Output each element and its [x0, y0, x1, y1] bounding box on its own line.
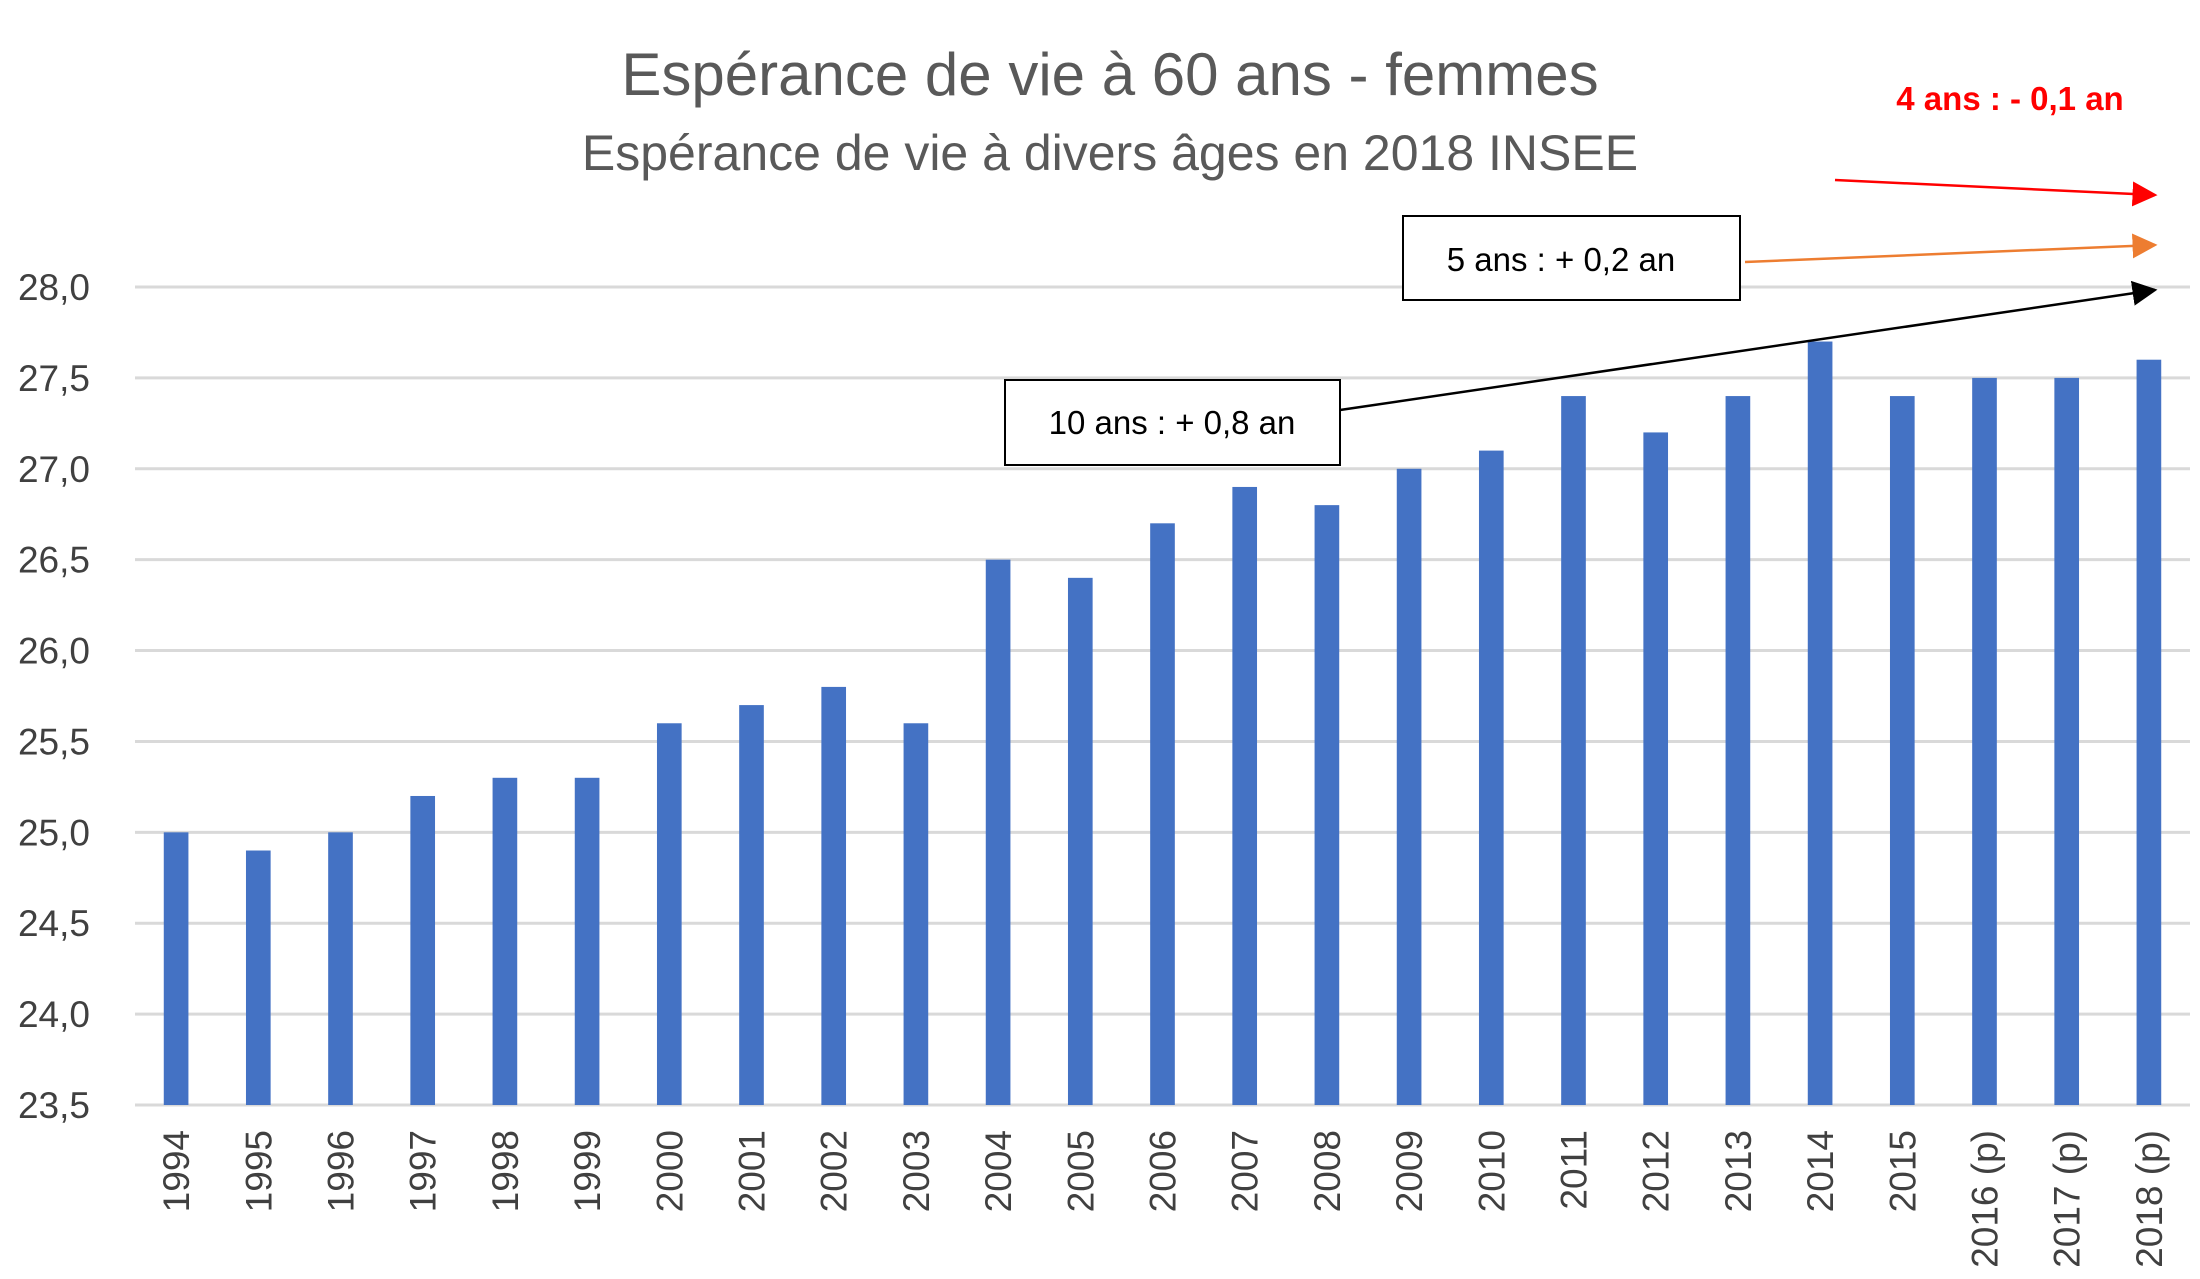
bar [1643, 432, 1669, 1105]
annotation-five-years: 5 ans : + 0,2 an [1402, 215, 1741, 301]
annotation-ten-years: 10 ans : + 0,8 an [1004, 379, 1341, 466]
y-tick-label: 27,0 [18, 449, 90, 490]
x-tick-label: 2009 [1389, 1130, 1430, 1212]
bar [1232, 486, 1258, 1105]
bar [1396, 468, 1422, 1105]
x-tick-label: 2006 [1143, 1130, 1184, 1212]
y-axis-ticks: 23,5 24,0 24,5 25,0 25,5 26,0 26,5 27,0 27,5 28,0 [18, 267, 90, 1126]
bar [903, 723, 929, 1105]
x-tick-label: 1994 [156, 1130, 197, 1212]
x-tick-label: 2005 [1060, 1130, 1101, 1212]
y-tick-label: 23,5 [18, 1085, 90, 1126]
x-tick-label: 1999 [567, 1130, 608, 1212]
x-tick-label: 2002 [814, 1130, 855, 1212]
bar [2054, 377, 2080, 1105]
bar [1725, 396, 1751, 1106]
bar [328, 832, 353, 1105]
y-tick-label: 27,5 [18, 358, 90, 399]
bar [574, 777, 600, 1105]
x-tick-label: 2017 (p) [2047, 1130, 2088, 1268]
bar [492, 777, 518, 1105]
bars [163, 341, 2162, 1106]
x-tick-label: 2015 [1882, 1130, 1923, 1212]
y-tick-label: 28,0 [18, 267, 90, 308]
x-tick-label: 2011 [1554, 1130, 1595, 1210]
annotation-four-years-label: 4 ans : - 0,1 an [1896, 80, 2123, 117]
bar [1561, 396, 1586, 1106]
x-tick-label: 2008 [1307, 1130, 1348, 1212]
x-tick-label: 2018 (p) [2129, 1130, 2170, 1268]
bar [1314, 505, 1340, 1106]
bar [1150, 523, 1175, 1105]
arrow-ten-years [1339, 280, 2158, 412]
x-tick-label: 1996 [321, 1130, 362, 1212]
bar [985, 559, 1011, 1105]
x-tick-label: 1997 [403, 1130, 444, 1212]
arrow-five-years [1744, 233, 2158, 264]
bar [1067, 577, 1093, 1105]
x-tick-label: 2012 [1636, 1130, 1677, 1212]
chart-subtitle: Espérance de vie à divers âges en 2018 I… [582, 125, 1638, 181]
chart-title: Espérance de vie à 60 ans - femmes [621, 41, 1598, 108]
x-tick-label: 2016 (p) [1965, 1130, 2006, 1268]
y-tick-label: 24,0 [18, 994, 90, 1035]
bar [2136, 359, 2162, 1105]
annotation-ten-years-label: 10 ans : + 0,8 an [1049, 404, 1296, 441]
bar [1807, 341, 1833, 1105]
x-tick-label: 2001 [732, 1130, 773, 1212]
y-tick-label: 26,5 [18, 540, 90, 581]
bar [656, 723, 682, 1105]
x-tick-label: 2004 [978, 1130, 1019, 1212]
x-tick-label: 2007 [1225, 1130, 1266, 1212]
arrow-four-years [1834, 178, 2158, 207]
x-tick-label: 2010 [1471, 1130, 1512, 1212]
x-tick-label: 1995 [238, 1130, 279, 1212]
y-tick-label: 26,0 [18, 631, 90, 672]
x-tick-label: 2013 [1718, 1130, 1759, 1212]
bar [245, 850, 271, 1105]
bar [739, 705, 764, 1105]
bar [1478, 450, 1504, 1106]
bar [1972, 377, 1997, 1105]
y-tick-label: 24,5 [18, 903, 90, 944]
bar [163, 832, 189, 1105]
x-tick-label: 2003 [896, 1130, 937, 1212]
x-tick-label: 1998 [485, 1130, 526, 1212]
y-tick-label: 25,0 [18, 812, 90, 853]
x-tick-label: 2014 [1800, 1130, 1841, 1212]
bar [1889, 396, 1915, 1106]
annotation-five-years-label: 5 ans : + 0,2 an [1447, 241, 1675, 278]
x-tick-label: 2000 [649, 1130, 690, 1212]
bar [821, 686, 847, 1105]
bar [410, 795, 436, 1105]
x-axis-ticks: 1994 1995 1996 1997 1998 1999 2000 2001 2002 2003… [156, 1130, 2170, 1268]
y-tick-label: 25,5 [18, 721, 90, 762]
